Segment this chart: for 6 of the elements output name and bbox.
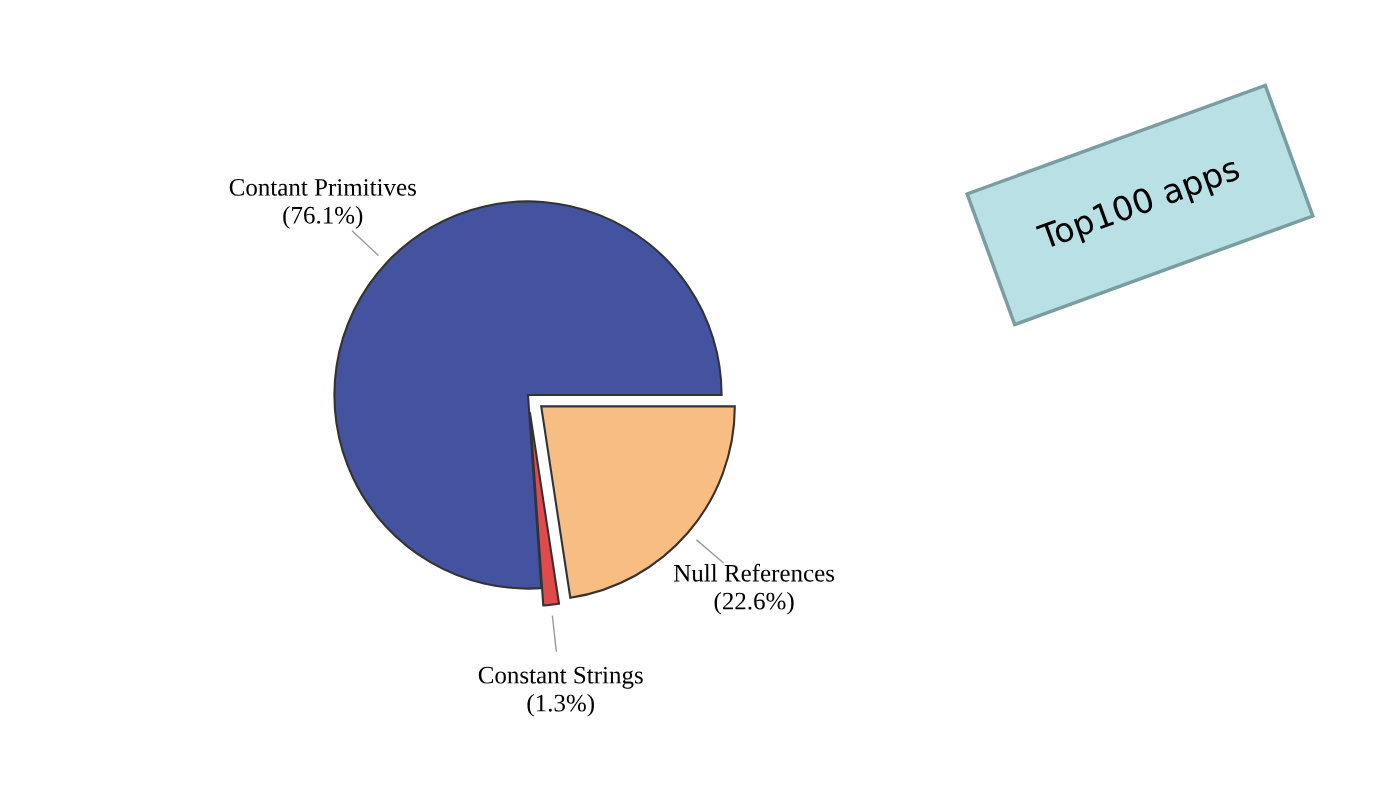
slice-label: Null References	[673, 563, 835, 582]
data-label: (1.3%)	[527, 693, 594, 717]
slice-label: Contant Primitives	[229, 179, 416, 196]
data-label: (76.1%)	[283, 206, 363, 229]
slice-label: Constant Strings	[478, 666, 643, 689]
data-label: (22.6%)	[714, 591, 794, 615]
